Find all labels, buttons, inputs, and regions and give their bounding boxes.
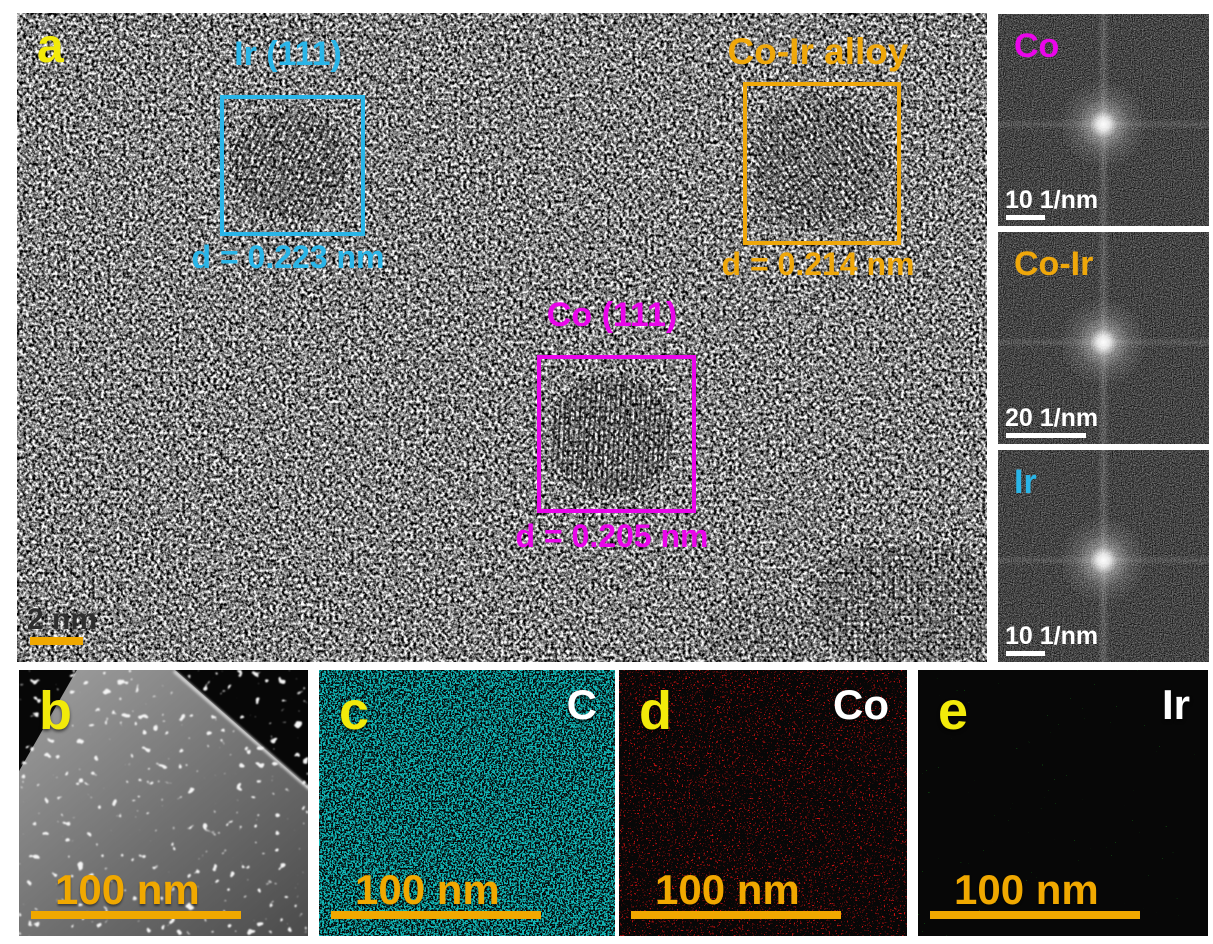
panel-e-scalebar-text: 100 nm — [954, 866, 1099, 913]
fft-panel-co: Co 10 1/nm — [998, 14, 1209, 226]
eds-speckle-cobalt — [619, 670, 907, 936]
panel-b-stem: b 100 nm — [19, 670, 308, 936]
fft-scalebar-coir — [1006, 433, 1086, 438]
annotation-title-co: Co (111) — [546, 296, 678, 334]
panel-d-element-label: Co — [833, 681, 889, 728]
fft-scalebar-co — [1006, 215, 1045, 220]
fft-panel-coir: Co-Ir 20 1/nm — [998, 232, 1209, 444]
annotation-dspacing-ir: d = 0.223 nm — [191, 239, 385, 275]
panel-a-scalebar — [30, 637, 83, 645]
fft-label-ir: Ir — [1014, 463, 1037, 501]
panel-c-scalebar — [331, 911, 541, 919]
eds-speckle-iridium — [918, 670, 1208, 936]
fft-scalebar-text-coir: 20 1/nm — [1005, 404, 1099, 432]
fft-scalebar-text-co: 10 1/nm — [1005, 186, 1099, 214]
panel-c-scalebar-text: 100 nm — [355, 866, 500, 913]
panel-b-scalebar — [31, 911, 241, 919]
fft-center-spot — [998, 450, 1209, 662]
lattice-fringes-coir — [752, 97, 885, 227]
annotation-dspacing-co: d = 0.205 nm — [515, 518, 709, 554]
fft-scalebar-text-ir: 10 1/nm — [1005, 622, 1099, 650]
panel-d-letter: d — [639, 681, 672, 741]
lattice-fringes-corner-1 — [815, 546, 987, 662]
fft-label-co: Co — [1014, 27, 1060, 65]
fft-center-spot — [998, 232, 1209, 444]
panel-b-scalebar-text: 100 nm — [55, 866, 200, 913]
roi-box-coir — [743, 82, 901, 245]
panel-a-letter: a — [37, 20, 64, 73]
panel-a-scalebar-text: 2 nm — [27, 603, 98, 636]
panel-c-eds-map-carbon: c C 100 nm — [319, 670, 615, 936]
panel-e-eds-map-iridium: e Ir 100 nm — [918, 670, 1208, 936]
annotation-title-coir: Co-Ir alloy — [727, 31, 909, 72]
panel-a-hrtem: a Ir (111) d = 0.223 nm Co-Ir alloy d = … — [17, 13, 987, 662]
lattice-fringes-corner-2 — [705, 601, 813, 662]
panel-e-element-label: Ir — [1161, 681, 1190, 728]
panel-e-scalebar — [930, 911, 1140, 919]
panel-e-letter: e — [938, 681, 969, 741]
annotation-dspacing-coir: d = 0.214 nm — [721, 246, 915, 282]
panel-b-letter: b — [39, 681, 72, 741]
eds-speckle-carbon — [319, 670, 615, 936]
fft-panel-ir: Ir 10 1/nm — [998, 450, 1209, 662]
roi-box-ir — [220, 95, 365, 236]
roi-box-co — [537, 355, 696, 513]
fft-center-spot — [998, 14, 1209, 226]
hrtem-noise-texture — [17, 13, 987, 662]
fft-scalebar-ir — [1006, 651, 1045, 656]
lattice-fringes-co — [551, 377, 673, 495]
panel-d-scalebar-text: 100 nm — [655, 866, 800, 913]
panel-d-scalebar — [631, 911, 841, 919]
panel-c-letter: c — [339, 681, 370, 741]
stem-particles-texture — [19, 670, 308, 936]
fft-label-coir: Co-Ir — [1014, 245, 1094, 283]
panel-c-element-label: C — [566, 681, 597, 728]
panel-d-eds-map-cobalt: d Co 100 nm — [619, 670, 907, 936]
annotation-title-ir: Ir (111) — [234, 35, 342, 73]
lattice-fringes-ir — [232, 110, 347, 218]
